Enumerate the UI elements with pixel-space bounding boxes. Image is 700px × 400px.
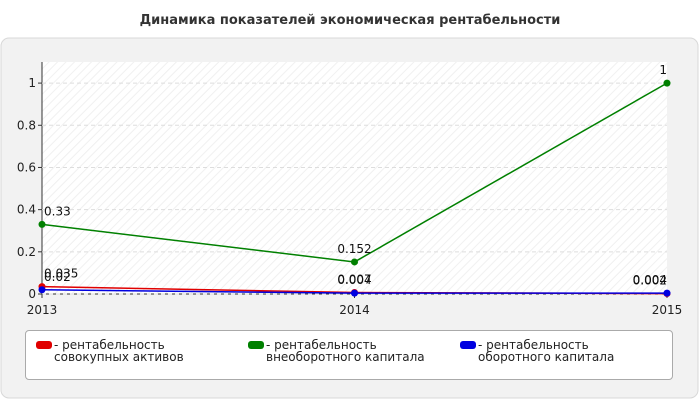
- data-label: 0.02: [44, 270, 71, 284]
- legend-item: - рентабельность внеоборотного капитала: [238, 339, 438, 363]
- legend-item: - рентабельность оборотного капитала: [450, 339, 650, 363]
- legend-swatch: [460, 341, 476, 349]
- data-label: 0.007: [337, 273, 371, 287]
- y-tick-label: 0.8: [17, 118, 36, 132]
- x-tick-label: 2015: [652, 303, 683, 317]
- legend: - рентабельность совокупных активов - рен…: [25, 330, 673, 380]
- legend-item: - рентабельность совокупных активов: [26, 339, 226, 363]
- data-label: 0.004: [337, 273, 371, 287]
- data-point: [351, 258, 358, 266]
- plot-hatch: [42, 62, 667, 294]
- legend-swatch: [248, 341, 264, 349]
- y-tick-label: 0.4: [17, 203, 36, 217]
- data-label: 0.002: [633, 274, 667, 288]
- y-tick-label: 1: [28, 76, 36, 90]
- y-tick-label: 0.6: [17, 160, 36, 174]
- legend-label: - рентабельность внеоборотного капитала: [266, 338, 425, 364]
- legend-swatch: [36, 341, 52, 349]
- data-label: 0.152: [337, 242, 371, 256]
- y-tick-label: 0.2: [17, 245, 36, 259]
- data-point: [663, 79, 671, 87]
- legend-label: - рентабельность совокупных активов: [54, 338, 184, 364]
- data-point: [38, 220, 46, 228]
- y-tick-label: 0: [28, 287, 36, 301]
- data-label: 0.004: [633, 273, 667, 287]
- data-label: 1: [659, 63, 667, 77]
- data-point: [351, 289, 358, 297]
- data-label: 0.035: [44, 267, 78, 281]
- x-tick-label: 2014: [339, 303, 370, 317]
- chart-title: Динамика показателей экономическая рента…: [140, 13, 561, 28]
- data-point: [663, 289, 671, 297]
- data-label: 0.33: [44, 204, 71, 218]
- legend-label: - рентабельность оборотного капитала: [478, 338, 615, 364]
- x-tick-label: 2013: [27, 303, 58, 317]
- data-point: [38, 286, 46, 294]
